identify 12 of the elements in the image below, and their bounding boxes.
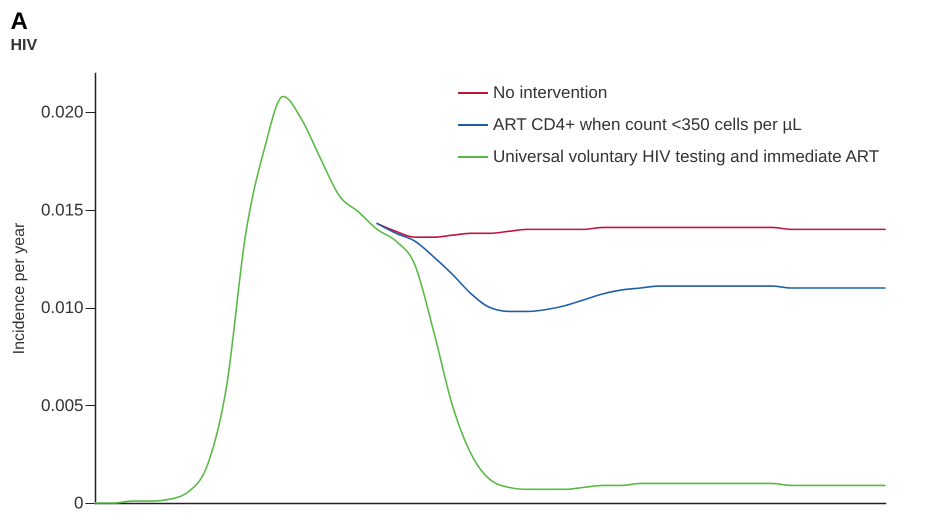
y-tick-label: 0.010	[40, 298, 84, 318]
line-series	[376, 222, 886, 312]
legend-label: Universal voluntary HIV testing and immediate ART	[493, 147, 880, 166]
legend-label: ART CD4+ when count <350 cells per µL	[493, 115, 802, 134]
chart-title: A	[10, 8, 28, 35]
y-tick-label: 0	[74, 494, 84, 512]
y-tick-label: 0.015	[40, 200, 84, 220]
y-axis-title: Incidence per year	[10, 222, 28, 354]
y-tick-label: 0.005	[40, 396, 84, 415]
chart-subtitle: HIV	[10, 37, 38, 54]
y-tick-label: 0.020	[40, 102, 84, 122]
legend-label: No intervention	[493, 83, 608, 102]
